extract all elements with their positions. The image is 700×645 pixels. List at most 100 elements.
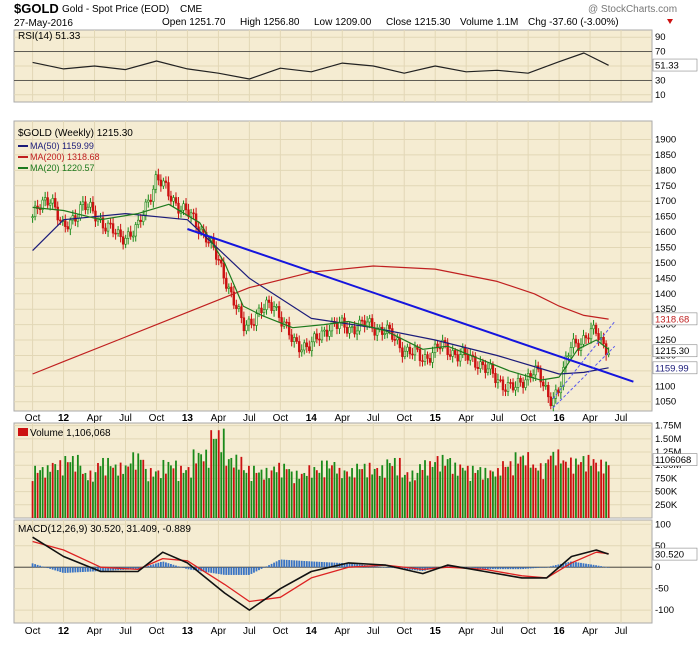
x-tick-label: Oct [520, 413, 536, 424]
volume-bar [56, 470, 59, 518]
volume-bar [84, 472, 87, 518]
volume-bar [537, 470, 540, 518]
volume-bar [59, 460, 62, 518]
price-candle-body [577, 342, 580, 351]
rsi-y-tick-label: 10 [655, 90, 666, 101]
volume-bar [471, 465, 474, 518]
macd-histogram-bar [230, 567, 233, 575]
x-tick-label: Oct [149, 413, 165, 424]
price-candle-body [423, 354, 427, 362]
volume-legend-swatch [18, 428, 28, 436]
macd-histogram-bar [31, 563, 34, 568]
volume-bar [41, 467, 44, 518]
price-candle-body [441, 340, 444, 349]
macd-histogram-bar [265, 566, 268, 568]
volume-bar [270, 470, 273, 518]
volume-bar [585, 471, 587, 518]
macd-histogram-bar [310, 561, 313, 568]
volume-bar [605, 461, 608, 518]
volume-bar [486, 478, 489, 518]
macd-histogram-bar [215, 567, 218, 574]
volume-bar [242, 470, 245, 518]
price-candle-body [602, 337, 605, 344]
price-y-tick-label: 1050 [655, 397, 676, 408]
rsi-y-tick-label: 70 [655, 47, 666, 58]
price-candle-body [549, 396, 552, 407]
price-last-value-box [652, 344, 698, 358]
macd-histogram-bar [66, 567, 69, 573]
macd-histogram-bar [328, 562, 331, 568]
volume-bar [34, 465, 36, 518]
volume-bar [547, 459, 550, 518]
macd-histogram-bar [577, 562, 580, 568]
rsi-line [32, 52, 609, 80]
price-candle-body [305, 342, 308, 348]
x-tick-label: Jul [243, 413, 256, 424]
macd-histogram-bar [315, 561, 318, 568]
price-candle-body [446, 342, 449, 355]
price-candle-body [582, 335, 585, 345]
volume-bar [220, 452, 223, 518]
volume-bar [240, 456, 243, 518]
price-candle-body [116, 229, 120, 234]
volume-bar [522, 455, 525, 518]
rsi-last-value-box [652, 58, 698, 72]
volume-bar [197, 452, 200, 518]
volume-bar [187, 467, 190, 518]
price-candle-body [589, 328, 593, 340]
volume-bar [265, 467, 268, 518]
volume-bar [411, 470, 414, 518]
x-tick-label: Jul [367, 413, 380, 424]
macd-histogram-bar [190, 567, 192, 570]
price-candle-body [486, 368, 490, 373]
macd-histogram-bar [51, 567, 54, 570]
price-candle-body [227, 286, 230, 289]
macd-y-tick-label: 100 [655, 519, 671, 530]
price-candle-body [453, 350, 457, 355]
macd-histogram-bar [323, 562, 326, 568]
volume-bar [165, 473, 167, 518]
macd-histogram-bar [471, 567, 474, 568]
x-tick-label: Oct [396, 413, 412, 424]
macd-histogram-bar [522, 567, 525, 570]
x-tick-label: Oct [25, 626, 41, 637]
volume-bar [162, 459, 165, 518]
price-legend: $GOLD (Weekly) 1215.30 [18, 128, 133, 139]
date: 27-May-2016 [14, 18, 73, 29]
macd-histogram-bar [587, 564, 590, 568]
macd-histogram-bar [268, 565, 270, 568]
volume-legend: Volume 1,106,068 [30, 428, 111, 439]
price-candle-body [313, 333, 316, 343]
macd-histogram-bar [170, 563, 172, 568]
volume-bar [215, 438, 218, 518]
price-candle-body [544, 384, 547, 387]
macd-histogram-bar [509, 567, 512, 570]
volume-bar [159, 478, 162, 518]
price-candle-body [411, 353, 414, 356]
volume-bar [524, 465, 527, 518]
volume-bar [341, 478, 343, 518]
price-candle-body [292, 337, 296, 342]
volume-bar [431, 466, 434, 518]
volume-bar [66, 462, 69, 518]
macd-histogram-bar [351, 563, 353, 568]
volume-bar [424, 460, 426, 518]
volume-bar [235, 454, 238, 518]
price-candle-body [104, 227, 107, 232]
price-candle-body [381, 326, 384, 335]
volume-bar [451, 473, 454, 518]
macd-histogram-bar [318, 561, 321, 568]
x-tick-label: Apr [335, 626, 351, 637]
macd-histogram-bar [92, 567, 94, 572]
macd-histogram-bar [343, 563, 346, 568]
macd-histogram-bar [570, 561, 572, 568]
volume-bar [290, 471, 293, 518]
x-tick-label: 15 [430, 626, 442, 637]
price-y-tick-label: 1900 [655, 135, 676, 146]
price-y-tick-label: 1350 [655, 304, 676, 315]
macd-histogram-bar [572, 561, 575, 568]
macd-histogram-bar [502, 567, 504, 570]
macd-histogram-bar [557, 564, 560, 568]
macd-histogram-bar [87, 567, 89, 572]
macd-histogram-bar [529, 567, 532, 569]
